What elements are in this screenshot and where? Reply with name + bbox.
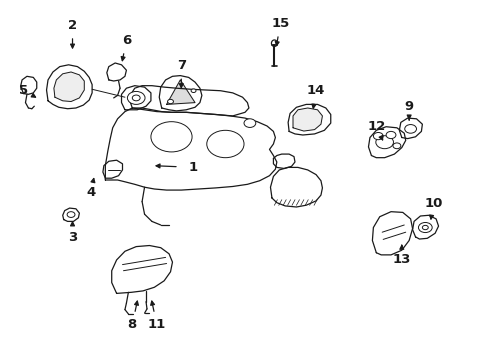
Text: 14: 14 (307, 84, 325, 97)
Circle shape (207, 130, 244, 158)
Text: 8: 8 (128, 318, 137, 331)
Circle shape (191, 89, 196, 93)
Circle shape (393, 143, 401, 149)
Text: 6: 6 (122, 34, 131, 47)
Circle shape (127, 91, 145, 104)
Circle shape (422, 225, 428, 230)
Polygon shape (112, 246, 172, 293)
Circle shape (418, 222, 432, 233)
Polygon shape (372, 212, 413, 255)
Circle shape (151, 122, 192, 152)
Polygon shape (130, 86, 249, 116)
Text: 13: 13 (392, 253, 411, 266)
Polygon shape (288, 104, 331, 135)
Circle shape (244, 119, 256, 127)
Text: 11: 11 (147, 318, 166, 331)
Text: 1: 1 (189, 161, 198, 174)
Text: 4: 4 (86, 186, 95, 199)
Text: 5: 5 (19, 84, 28, 96)
Text: 2: 2 (68, 19, 77, 32)
Polygon shape (103, 160, 122, 178)
Polygon shape (47, 65, 92, 109)
Text: 7: 7 (177, 59, 186, 72)
Circle shape (405, 125, 416, 133)
Text: 12: 12 (367, 120, 386, 133)
Polygon shape (368, 127, 406, 158)
Polygon shape (63, 208, 79, 221)
Circle shape (376, 136, 393, 149)
Polygon shape (105, 108, 277, 190)
Circle shape (386, 131, 396, 139)
Polygon shape (122, 86, 151, 110)
Polygon shape (293, 108, 322, 131)
Circle shape (168, 99, 173, 104)
Text: 3: 3 (68, 231, 77, 244)
Polygon shape (159, 76, 202, 111)
Polygon shape (167, 80, 195, 104)
Polygon shape (273, 154, 295, 168)
Polygon shape (270, 167, 322, 207)
Circle shape (373, 132, 383, 140)
Polygon shape (54, 72, 84, 102)
Circle shape (67, 212, 75, 217)
Text: 15: 15 (271, 17, 290, 30)
Circle shape (132, 95, 140, 101)
Polygon shape (413, 215, 439, 239)
Text: 9: 9 (405, 100, 414, 113)
Polygon shape (399, 118, 422, 139)
Polygon shape (21, 76, 37, 94)
Polygon shape (107, 63, 126, 81)
Text: 10: 10 (424, 197, 443, 210)
